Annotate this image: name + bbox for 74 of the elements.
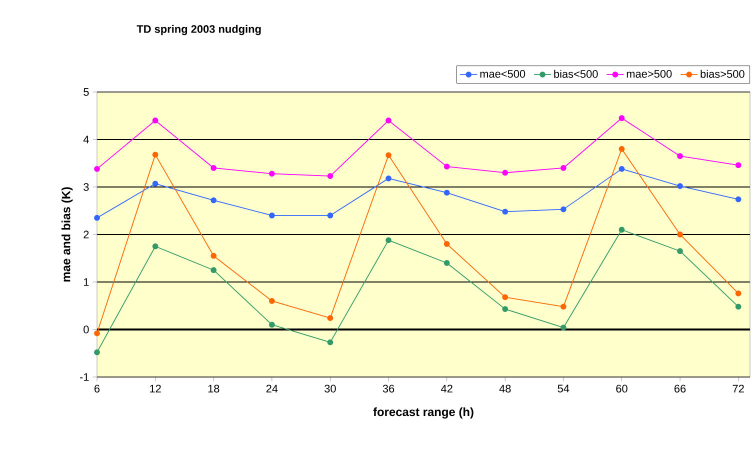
chart-title: TD spring 2003 nudging	[136, 24, 261, 36]
point	[386, 175, 392, 182]
y-tick-label: 0	[84, 326, 89, 334]
y-tick-label: 5	[84, 88, 89, 96]
x-tick-label: 6	[94, 384, 100, 393]
point	[210, 197, 217, 204]
x-tick-label: 72	[732, 384, 744, 392]
point	[152, 118, 158, 124]
legend-label: mae>500	[626, 70, 672, 78]
point	[618, 226, 625, 233]
point	[502, 208, 508, 215]
point	[327, 212, 334, 218]
point	[677, 153, 683, 160]
point	[618, 115, 625, 122]
point	[677, 248, 683, 254]
x-tick-label: 48	[499, 384, 511, 393]
x-tick-label: 30	[324, 384, 336, 393]
y-axis-title: mae and bias (K)	[62, 187, 73, 282]
point	[268, 298, 275, 304]
point	[677, 232, 683, 238]
x-tick-label: 18	[208, 384, 220, 393]
point	[560, 165, 566, 171]
x-tick-label: 54	[558, 384, 570, 392]
x-tick-label: 42	[440, 384, 452, 392]
point	[444, 260, 450, 266]
x-tick-label: 60	[616, 384, 628, 393]
point	[444, 164, 450, 170]
point	[327, 173, 334, 180]
point	[210, 252, 217, 259]
point	[502, 170, 508, 176]
point	[735, 304, 742, 310]
point	[444, 190, 450, 196]
x-tick-label: 12	[150, 384, 161, 392]
point	[735, 162, 742, 168]
point	[735, 290, 742, 296]
point	[94, 214, 100, 221]
x-tick-label: 66	[674, 384, 686, 393]
point	[152, 243, 158, 250]
point	[502, 306, 508, 312]
x-axis-title: forecast range (h)	[373, 407, 474, 419]
legend-label: bias<500	[554, 70, 598, 78]
x-tick-label: 36	[382, 384, 394, 393]
point	[444, 241, 450, 247]
point	[152, 180, 158, 187]
point	[327, 339, 334, 346]
point	[268, 322, 275, 328]
point	[268, 170, 275, 177]
point	[386, 237, 392, 244]
point	[502, 294, 508, 300]
point	[560, 304, 566, 310]
y-tick-label: -1	[80, 373, 89, 381]
x-tick-label: 24	[266, 384, 278, 392]
point	[94, 166, 100, 172]
point	[618, 146, 625, 152]
y-tick-label: 1	[84, 278, 89, 286]
point	[560, 324, 566, 331]
point	[386, 152, 392, 158]
y-tick-label: 4	[83, 136, 89, 144]
point	[618, 166, 625, 172]
point	[735, 196, 742, 202]
point	[152, 152, 158, 158]
legend-label: bias>500	[700, 70, 744, 78]
point	[386, 118, 392, 124]
y-tick-label: 2	[84, 230, 89, 238]
point	[210, 165, 217, 171]
point	[560, 206, 566, 212]
point	[94, 330, 100, 336]
legend-label: mae<500	[480, 70, 526, 78]
point	[268, 212, 275, 218]
point	[210, 267, 217, 274]
point	[327, 315, 334, 322]
point	[677, 183, 683, 189]
y-tick-label: 3	[84, 183, 89, 191]
point	[94, 349, 100, 356]
